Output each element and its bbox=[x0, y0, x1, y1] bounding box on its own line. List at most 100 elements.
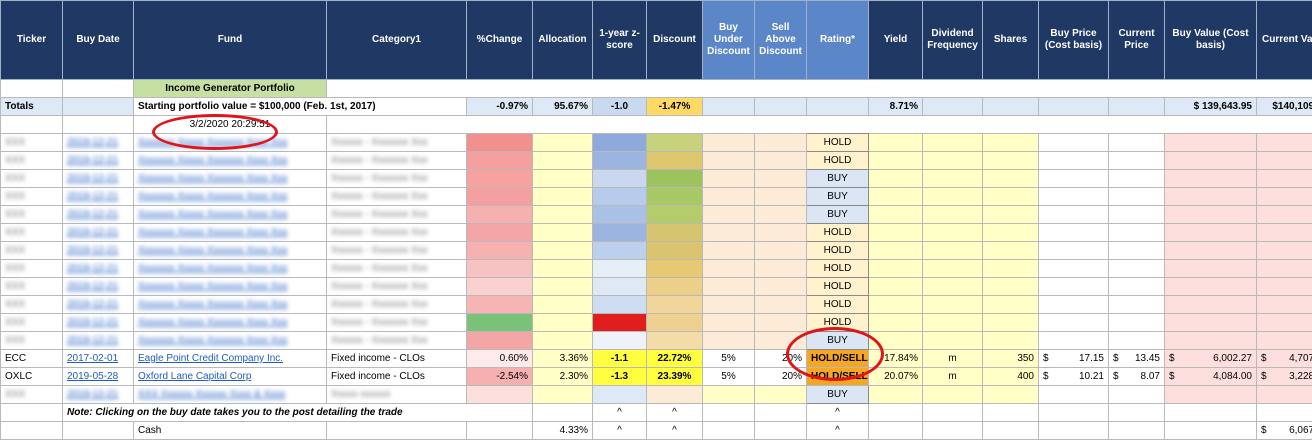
blurred-buy-date[interactable]: 2019-12-21 bbox=[63, 134, 134, 152]
blurred-buy-date[interactable]: 2019-12-21 bbox=[63, 332, 134, 350]
blurred-z bbox=[593, 206, 647, 224]
blurred-z bbox=[593, 134, 647, 152]
col-allocation[interactable]: Allocation bbox=[533, 1, 593, 80]
blurred-freq bbox=[923, 170, 983, 188]
buy-value-sym: $ bbox=[1169, 353, 1175, 364]
blurred-buy-date[interactable]: 2019-12-21 bbox=[63, 296, 134, 314]
col-buy-value[interactable]: Buy Value (Cost basis) bbox=[1165, 1, 1257, 80]
blurred-fund[interactable]: Xxxxxxx Xxxxx Xxxxxxx Xxxx Xxx bbox=[134, 296, 327, 314]
blurred-ticker: XXX bbox=[1, 242, 63, 260]
fund-link[interactable]: Oxford Lane Capital Corp bbox=[134, 368, 327, 386]
blurred-buy-date[interactable]: 2019-12-21 bbox=[63, 206, 134, 224]
col-yield[interactable]: Yield bbox=[869, 1, 923, 80]
blurred-shares bbox=[983, 206, 1039, 224]
blurred-buy-date[interactable]: 2019-12-21 bbox=[63, 242, 134, 260]
blurred-fund[interactable]: Xxxxxxx Xxxxx Xxxxxxx Xxxx Xxx bbox=[134, 332, 327, 350]
blurred-category: Xxxxxx - Xxxxxxx Xxx bbox=[327, 242, 467, 260]
blurred-shares bbox=[983, 278, 1039, 296]
col-buy-date[interactable]: Buy Date bbox=[63, 1, 134, 80]
blurred-ticker: XXX bbox=[1, 332, 63, 350]
blurred-yield bbox=[869, 242, 923, 260]
col-div-freq[interactable]: Dividend Frequency bbox=[923, 1, 983, 80]
blurred-buy-date[interactable]: 2019-12-21 bbox=[63, 152, 134, 170]
totals-label: Totals bbox=[1, 98, 63, 116]
blurred-sell-above bbox=[755, 134, 807, 152]
blurred-discount bbox=[647, 206, 703, 224]
blurred-fund[interactable]: Xxxxxxx Xxxxx Xxxxxxx Xxxx Xxx bbox=[134, 260, 327, 278]
blurred-current-price bbox=[1109, 224, 1165, 242]
col-buy-under[interactable]: Buy Under Discount bbox=[703, 1, 755, 80]
col-zscore[interactable]: 1-year z-score bbox=[593, 1, 647, 80]
blurred-category: Xxxxxx - Xxxxxxx Xxx bbox=[327, 260, 467, 278]
blurred-fund[interactable]: Xxxxxxx Xxxxx Xxxxxxx Xxxx Xxx bbox=[134, 152, 327, 170]
blurred-buy-value bbox=[1165, 278, 1257, 296]
blurred-current-value bbox=[1257, 188, 1312, 206]
blurred-category: Xxxxxx - Xxxxxxx Xxx bbox=[327, 188, 467, 206]
blurred-fund[interactable]: Xxxxxxx Xxxxx Xxxxxxx Xxxx Xxx bbox=[134, 242, 327, 260]
blurred-rating: HOLD bbox=[807, 278, 869, 296]
blurred-fund[interactable]: Xxxxxxx Xxxxx Xxxxxxx Xxxx Xxx bbox=[134, 314, 327, 332]
blurred-pct bbox=[467, 278, 533, 296]
blurred-shares bbox=[983, 332, 1039, 350]
blurred-fund[interactable]: Xxxxxxx Xxxxx Xxxxxxx Xxxx Xxx bbox=[134, 278, 327, 296]
blurred-yield bbox=[869, 314, 923, 332]
title-row: Income Generator Portfolio bbox=[1, 80, 1312, 98]
category: Fixed income - CLOs bbox=[327, 368, 467, 386]
blurred-buy-under bbox=[703, 260, 755, 278]
col-rating[interactable]: Rating* bbox=[807, 1, 869, 80]
discount: 22.72% bbox=[647, 350, 703, 368]
blurred-freq bbox=[923, 278, 983, 296]
blurred-rating: BUY bbox=[807, 332, 869, 350]
buy-date-link[interactable]: 2017-02-01 bbox=[63, 350, 134, 368]
col-category[interactable]: Category1 bbox=[327, 1, 467, 80]
col-sell-above[interactable]: Sell Above Discount bbox=[755, 1, 807, 80]
yield: 20.07% bbox=[869, 368, 923, 386]
current-price: 8.07 bbox=[1141, 371, 1160, 382]
col-shares[interactable]: Shares bbox=[983, 1, 1039, 80]
current-price-cell: $13.45 bbox=[1109, 350, 1165, 368]
col-pct-change[interactable]: %Change bbox=[467, 1, 533, 80]
div-freq: m bbox=[923, 368, 983, 386]
blurred-fund[interactable]: Xxxxxxx Xxxxx Xxxxxxx Xxxx Xxx bbox=[134, 224, 327, 242]
blurred-rating: HOLD bbox=[807, 152, 869, 170]
blurred-ticker: XXX bbox=[1, 206, 63, 224]
col-current-value[interactable]: Current Value bbox=[1257, 1, 1312, 80]
blurred-alloc bbox=[533, 260, 593, 278]
buy-date-link[interactable]: 2019-05-28 bbox=[63, 368, 134, 386]
blurred-alloc bbox=[533, 134, 593, 152]
blurred-buy-date[interactable]: 2019-12-21 bbox=[63, 260, 134, 278]
col-ticker[interactable]: Ticker bbox=[1, 1, 63, 80]
col-discount[interactable]: Discount bbox=[647, 1, 703, 80]
starting-value: Starting portfolio value = $100,000 (Feb… bbox=[134, 98, 467, 116]
blurred-buy-date[interactable]: 2019-12-21 bbox=[63, 314, 134, 332]
col-current-price[interactable]: Current Price bbox=[1109, 1, 1165, 80]
blurred-fund[interactable]: Xxxxxxx Xxxxx Xxxxxxx Xxxx Xxx bbox=[134, 134, 327, 152]
blurred-category: Xxxxxx - Xxxxxxx Xxx bbox=[327, 332, 467, 350]
fund-link[interactable]: Eagle Point Credit Company Inc. bbox=[134, 350, 327, 368]
blurred-buy-date[interactable]: 2019-12-21 bbox=[63, 188, 134, 206]
col-fund[interactable]: Fund bbox=[134, 1, 327, 80]
blurred-buy-date[interactable]: 2019-12-21 bbox=[63, 224, 134, 242]
blurred-buy-date[interactable]: 2019-12-21 bbox=[63, 278, 134, 296]
blurred-current-value bbox=[1257, 278, 1312, 296]
blurred-buy-date[interactable]: 2019-12-21 bbox=[63, 170, 134, 188]
blurred-fund[interactable]: Xxxxxxx Xxxxx Xxxxxxx Xxxx Xxx bbox=[134, 206, 327, 224]
blurred-rating: HOLD bbox=[807, 242, 869, 260]
totals-buy-value: $ 139,643.95 bbox=[1165, 98, 1257, 116]
blurred-rating: BUY bbox=[807, 170, 869, 188]
blurred-discount bbox=[647, 260, 703, 278]
blurred-sell-above bbox=[755, 152, 807, 170]
ticker: OXLC bbox=[1, 368, 63, 386]
blurred-fund[interactable]: Xxxxxxx Xxxxx Xxxxxxx Xxxx Xxx bbox=[134, 188, 327, 206]
blurred-fund[interactable]: Xxxxxxx Xxxxx Xxxxxxx Xxxx Xxx bbox=[134, 170, 327, 188]
col-buy-price[interactable]: Buy Price (Cost basis) bbox=[1039, 1, 1109, 80]
blurred-buy-value bbox=[1165, 242, 1257, 260]
blurred-buy-under bbox=[703, 314, 755, 332]
blurred-yield bbox=[869, 224, 923, 242]
current-value: 4,707.50 bbox=[1289, 353, 1312, 364]
